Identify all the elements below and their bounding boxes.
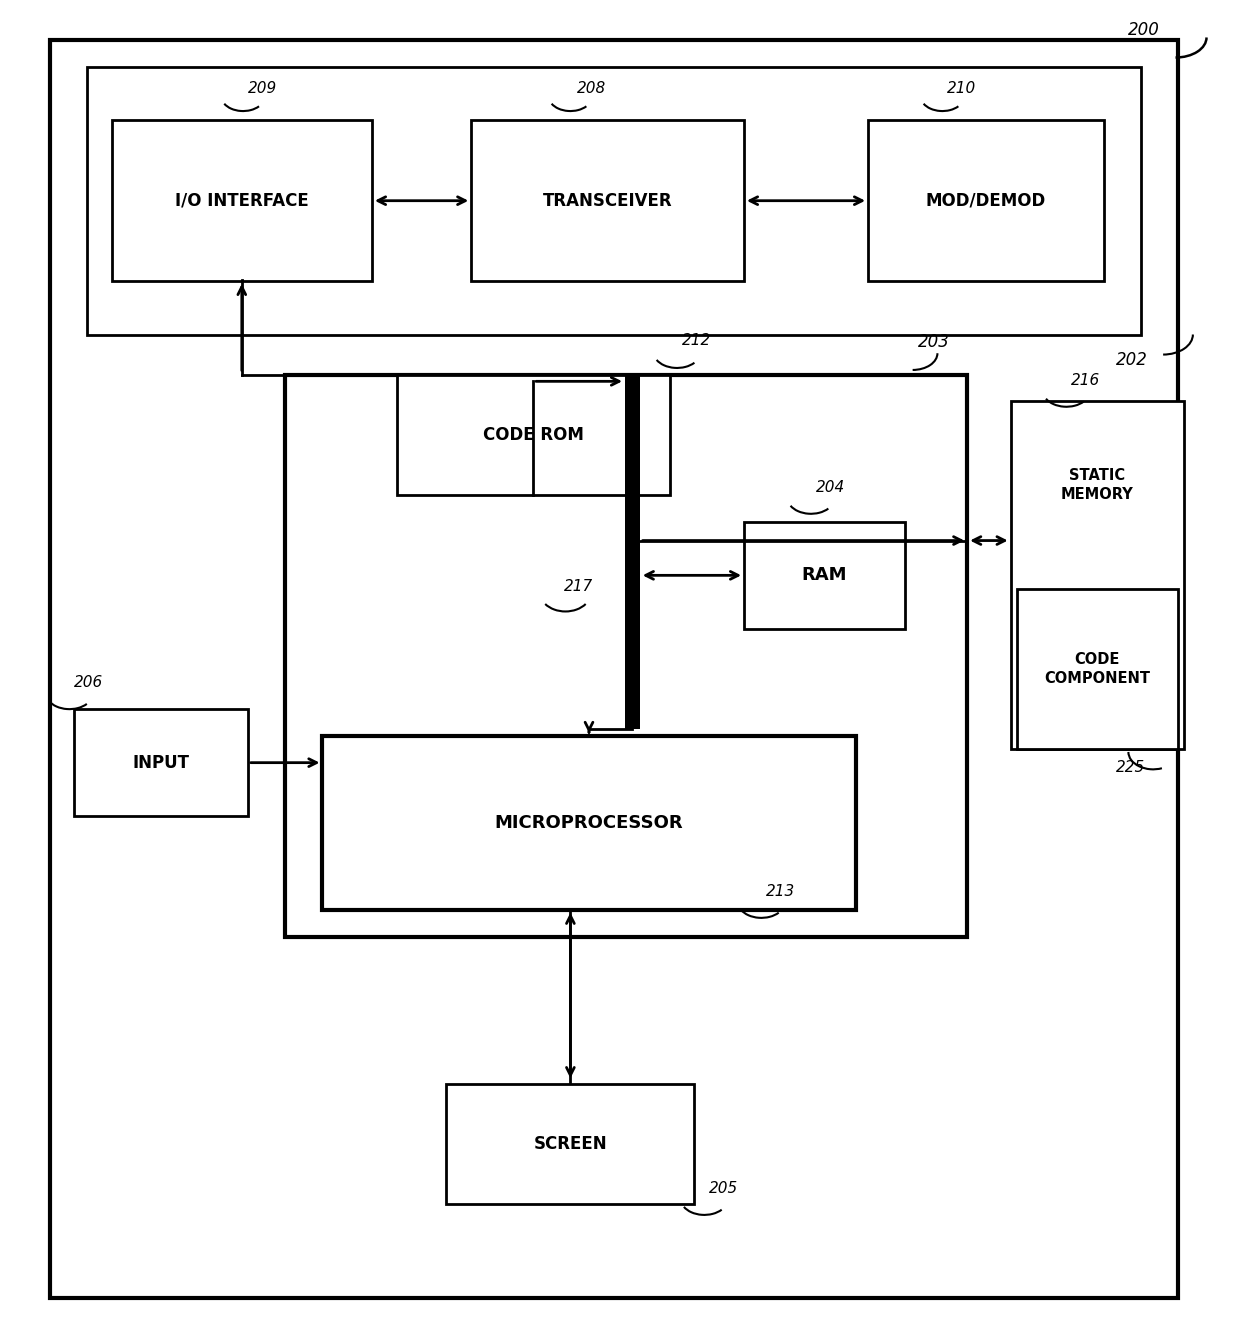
Text: 204: 204 xyxy=(816,480,846,495)
Bar xyxy=(87,67,1141,334)
Text: 206: 206 xyxy=(74,676,104,690)
Text: MICROPROCESSOR: MICROPROCESSOR xyxy=(495,814,683,832)
Bar xyxy=(446,1084,694,1204)
Bar xyxy=(625,375,640,729)
Bar xyxy=(285,375,967,937)
Bar xyxy=(1011,401,1184,749)
Bar xyxy=(74,709,248,816)
Text: 202: 202 xyxy=(1116,351,1148,368)
Text: 217: 217 xyxy=(564,578,594,594)
Text: MOD/DEMOD: MOD/DEMOD xyxy=(926,191,1045,210)
Bar xyxy=(1017,589,1178,749)
Text: CODE
COMPONENT: CODE COMPONENT xyxy=(1044,652,1151,686)
Text: STATIC
MEMORY: STATIC MEMORY xyxy=(1061,468,1133,502)
Bar xyxy=(112,120,372,281)
Text: INPUT: INPUT xyxy=(133,753,190,772)
Text: TRANSCEIVER: TRANSCEIVER xyxy=(543,191,672,210)
Text: 212: 212 xyxy=(682,333,712,348)
Text: 208: 208 xyxy=(577,82,606,96)
Text: RAM: RAM xyxy=(802,566,847,585)
Bar xyxy=(744,522,905,629)
Text: SCREEN: SCREEN xyxy=(533,1135,608,1153)
Text: 213: 213 xyxy=(766,884,796,899)
Text: 200: 200 xyxy=(1128,21,1161,39)
Text: 205: 205 xyxy=(709,1181,739,1196)
Bar xyxy=(322,736,856,910)
Text: I/O INTERFACE: I/O INTERFACE xyxy=(175,191,309,210)
Text: 209: 209 xyxy=(248,82,278,96)
Text: 210: 210 xyxy=(947,82,977,96)
Bar xyxy=(397,375,670,495)
Text: CODE ROM: CODE ROM xyxy=(482,425,584,444)
Text: 225: 225 xyxy=(1116,760,1146,775)
Bar xyxy=(471,120,744,281)
Bar xyxy=(868,120,1104,281)
Text: 216: 216 xyxy=(1071,373,1101,388)
Text: 203: 203 xyxy=(918,333,950,351)
